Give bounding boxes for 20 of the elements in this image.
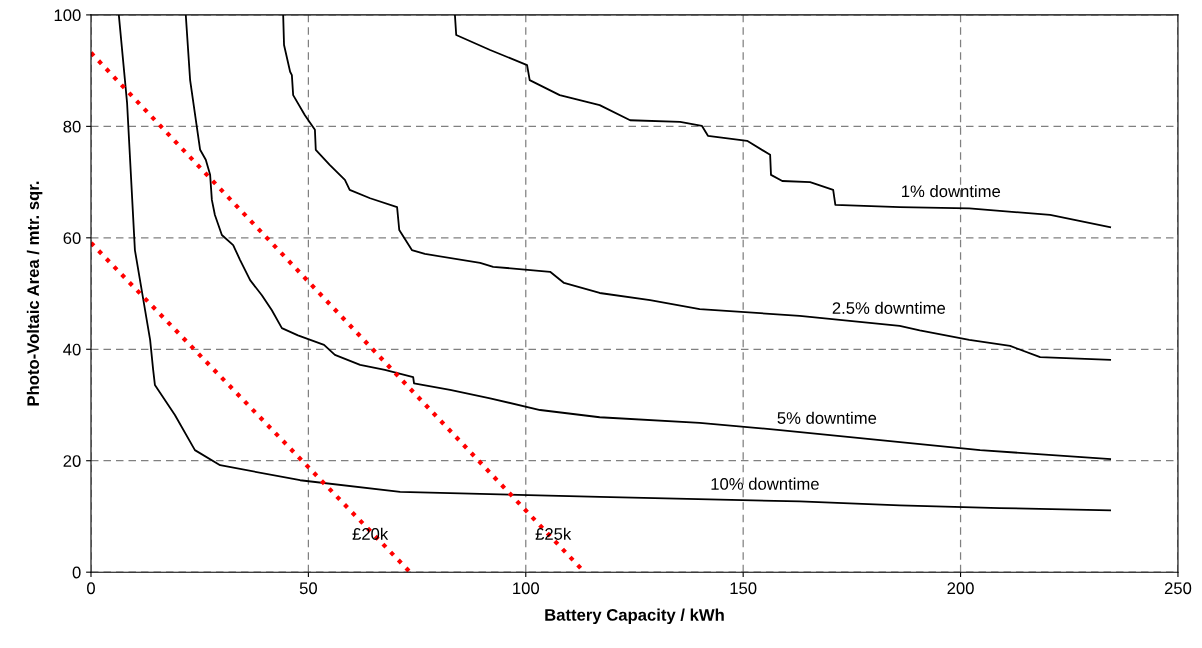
- series-label: 2.5% downtime: [832, 301, 946, 314]
- y-tick-label: 0: [72, 566, 81, 579]
- annotation: £20k: [352, 527, 389, 540]
- x-tick-label: 150: [730, 582, 757, 595]
- series-label: 5% downtime: [777, 411, 877, 424]
- x-axis-title: Battery Capacity / kWh: [545, 608, 724, 625]
- y-tick-label: 60: [63, 232, 81, 245]
- x-tick-label: 250: [1164, 582, 1192, 595]
- y-tick-label: 20: [63, 455, 81, 467]
- x-tick-label: 200: [947, 582, 974, 595]
- y-tick-label: 100: [54, 9, 81, 22]
- x-tick-label: 50: [299, 582, 317, 595]
- y-tick-label: 40: [63, 343, 81, 356]
- x-tick-label: 100: [513, 582, 540, 595]
- series-label: 1% downtime: [902, 184, 1001, 198]
- series-label: 10% downtime: [711, 477, 819, 490]
- x-tick-label: 0: [87, 582, 95, 595]
- annotation: £25k: [535, 527, 572, 540]
- y-axis-title: Photo-Voltaic Area / mtr. sqr.: [26, 181, 43, 406]
- y-tick-label: 80: [63, 120, 81, 133]
